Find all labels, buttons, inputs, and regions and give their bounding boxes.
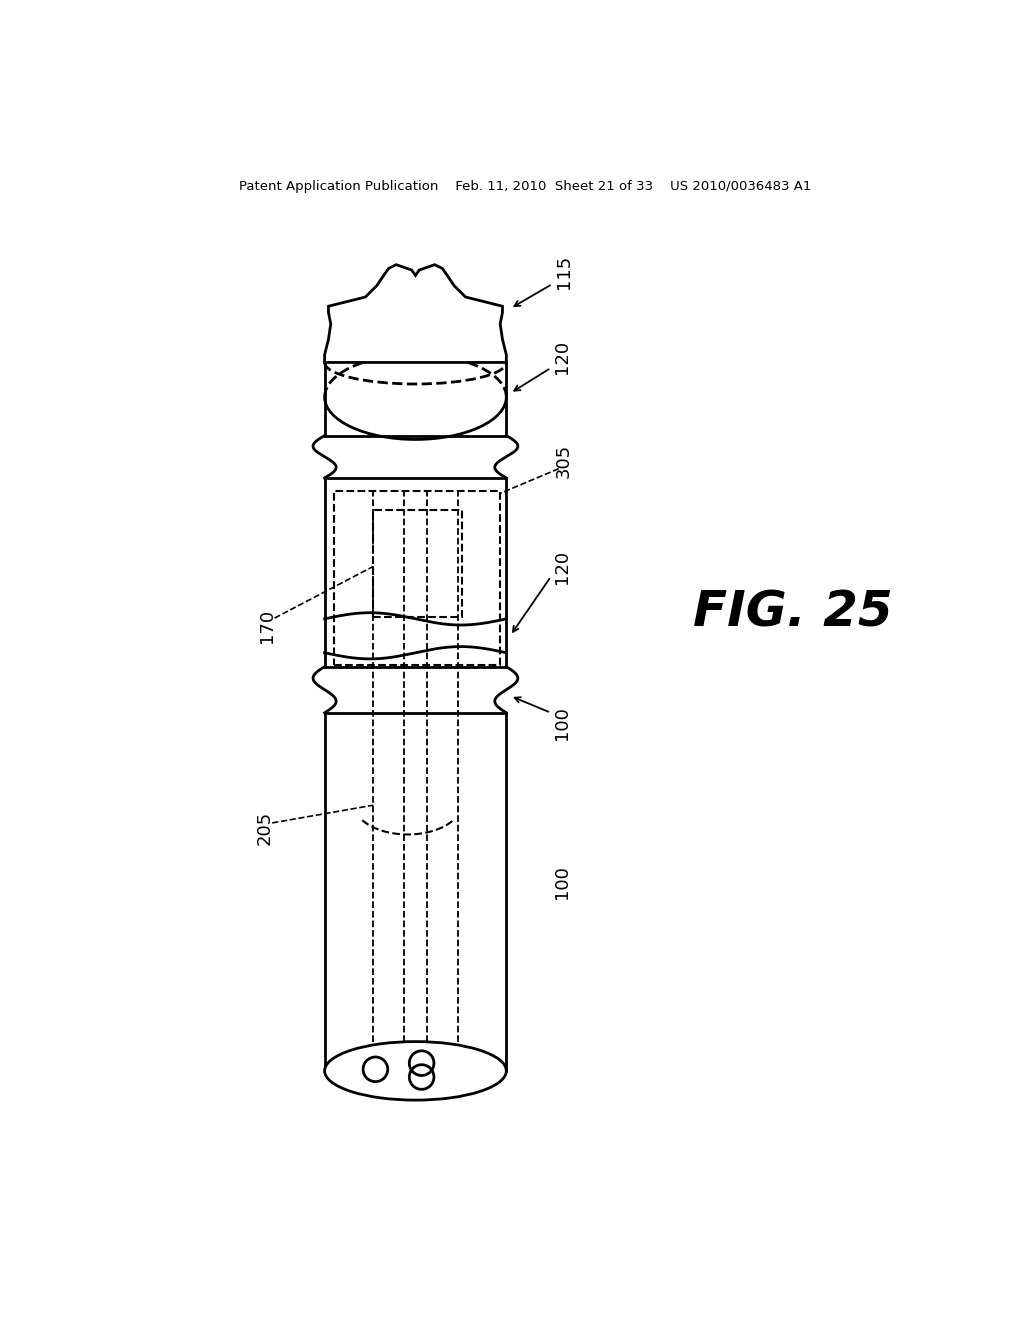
Text: FIG. 25: FIG. 25 bbox=[692, 589, 892, 636]
Circle shape bbox=[410, 1065, 434, 1089]
Text: 120: 120 bbox=[553, 549, 570, 583]
Text: 170: 170 bbox=[258, 609, 275, 643]
Text: 100: 100 bbox=[553, 866, 570, 899]
Text: Patent Application Publication    Feb. 11, 2010  Sheet 21 of 33    US 2010/00364: Patent Application Publication Feb. 11, … bbox=[239, 181, 811, 194]
Ellipse shape bbox=[325, 1041, 506, 1100]
Text: 205: 205 bbox=[256, 812, 273, 845]
Circle shape bbox=[364, 1057, 388, 1081]
Text: 115: 115 bbox=[555, 255, 573, 289]
Circle shape bbox=[410, 1051, 434, 1076]
Bar bbox=[373, 511, 462, 616]
Text: 305: 305 bbox=[555, 444, 573, 478]
Text: 100: 100 bbox=[553, 706, 570, 739]
Polygon shape bbox=[325, 264, 506, 363]
Bar bbox=[334, 491, 500, 665]
Text: 120: 120 bbox=[553, 341, 570, 374]
